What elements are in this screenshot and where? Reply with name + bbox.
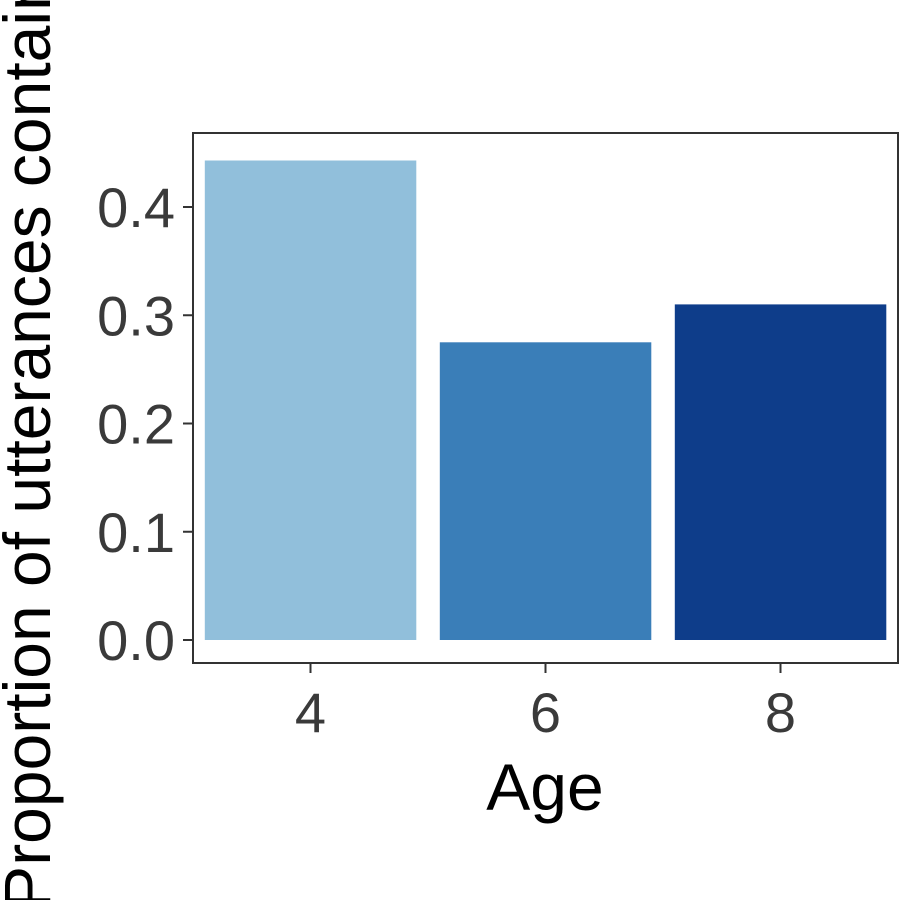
y-tick-label: 0.1 [97, 501, 175, 564]
y-axis-title: Proportion of utterances containing [0, 0, 64, 900]
y-tick-label: 0.2 [97, 393, 175, 456]
bar-age-6 [439, 342, 652, 640]
bar-age-8 [674, 304, 887, 640]
x-tick-label: 6 [530, 681, 561, 744]
x-tick-label: 4 [295, 681, 326, 744]
y-tick-label: 0.4 [97, 176, 175, 239]
y-tick-label: 0.3 [97, 284, 175, 347]
y-tick-label: 0.0 [97, 609, 175, 672]
x-tick-label: 8 [765, 681, 796, 744]
bar-age-4 [204, 160, 417, 640]
x-axis-title: Age [486, 750, 603, 824]
bars-group [204, 160, 887, 640]
y-axis: 0.0 0.1 0.2 0.3 0.4 [97, 176, 193, 672]
x-axis: 4 6 8 [295, 663, 796, 744]
